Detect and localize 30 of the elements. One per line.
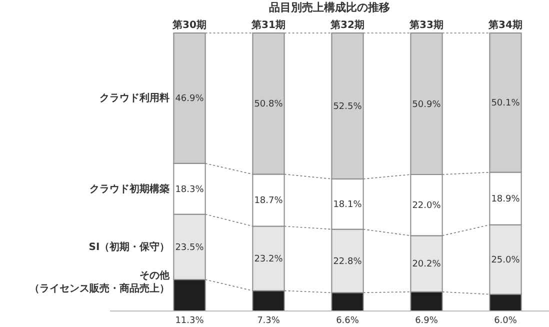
data-label: 7.3% xyxy=(257,316,280,326)
data-label: 50.8% xyxy=(254,100,284,110)
data-label: 23.5% xyxy=(175,242,204,253)
series-label: クラウド初期構築 xyxy=(90,182,170,195)
series-label: その他（ライセンス販売・商品売上） xyxy=(30,269,171,294)
data-label: 20.2% xyxy=(412,260,442,270)
data-label: 50.1% xyxy=(491,98,520,109)
data-label: 50.9% xyxy=(412,100,442,110)
data-label: 18.9% xyxy=(491,194,520,205)
data-label: 25.0% xyxy=(491,256,520,266)
x-tick-label: 第30期 xyxy=(172,19,206,31)
data-label: 6.9% xyxy=(415,316,438,326)
data-label: 52.5% xyxy=(333,102,362,112)
x-tick-label: 第31期 xyxy=(250,19,286,31)
data-label: 22.0% xyxy=(412,201,442,212)
data-label: 18.7% xyxy=(254,196,284,206)
data-label: 11.3% xyxy=(175,316,204,326)
data-label: 23.2% xyxy=(254,254,284,264)
x-tick-label: 第33期 xyxy=(408,19,444,31)
data-label: 6.0% xyxy=(494,316,518,326)
x-tick-label: 第34期 xyxy=(488,19,522,31)
series-label: クラウド利用料 xyxy=(100,92,170,104)
series-label: SI（初期・保守） xyxy=(88,240,170,253)
data-label: 6.6% xyxy=(336,316,360,326)
x-tick-label: 第32期 xyxy=(330,19,364,31)
data-label: 18.1% xyxy=(333,200,362,210)
chart-title: 品目別売上構成比の推移 xyxy=(269,1,390,14)
data-label: 18.3% xyxy=(175,184,204,195)
data-label: 22.8% xyxy=(333,256,362,267)
data-label: 46.9% xyxy=(175,94,204,104)
